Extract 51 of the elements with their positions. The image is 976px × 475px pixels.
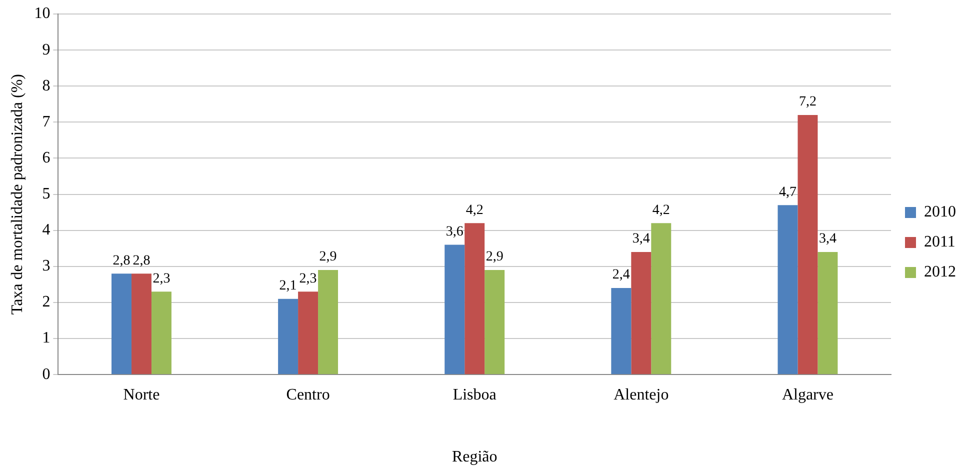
y-tick-label: 10 [34,5,50,22]
data-label: 4,7 [778,184,796,200]
bar [444,244,465,374]
bar [778,205,798,374]
bar [818,252,838,374]
data-label: 3,4 [632,232,650,247]
y-tick-label: 4 [42,222,50,239]
data-label: 2,3 [299,271,317,286]
data-label: 4,2 [466,202,484,218]
y-tick-label: 3 [42,258,50,275]
bar [631,252,652,374]
y-tick-label: 0 [42,366,50,383]
bar [651,223,672,374]
x-tick-label: Alentejo [614,386,669,404]
data-label: 2,9 [486,250,504,265]
data-label: 4,2 [652,202,670,218]
bar [798,114,818,374]
y-tick-label: 5 [42,186,50,203]
x-tick-label: Norte [123,386,160,404]
x-axis-title: Região [452,448,498,466]
data-label: 2,4 [612,268,630,283]
data-label: 3,4 [818,232,836,247]
bar [318,270,338,374]
bar [112,274,132,374]
data-label: 3,6 [446,224,464,240]
bar [151,292,172,374]
y-tick-label: 2 [42,294,50,311]
bar [464,223,485,374]
legend-label: 2010 [924,204,956,221]
legend-label: 2012 [924,264,956,281]
x-tick-label: Lisboa [452,386,496,404]
x-tick-label: Centro [286,386,330,404]
bar [298,292,318,374]
data-label: 2,9 [319,250,337,265]
data-label: 2,3 [152,271,170,286]
data-label: 7,2 [798,94,816,110]
bar [611,288,632,374]
y-tick-label: 1 [42,330,50,347]
y-tick-label: 6 [42,149,50,166]
y-tick-label: 9 [42,41,50,58]
y-tick-label: 7 [42,113,50,130]
data-label: 2,1 [279,278,297,294]
x-tick-label: Algarve [782,386,834,404]
y-axis-title: Taxa de mortalidade padronizada (%) [8,74,26,315]
bar [278,298,298,374]
y-tick-label: 8 [42,77,50,94]
data-label: 2,8 [132,253,150,268]
data-label: 2,8 [112,253,130,268]
legend-label: 2011 [924,234,956,251]
bar [484,270,505,374]
bar [131,274,152,374]
